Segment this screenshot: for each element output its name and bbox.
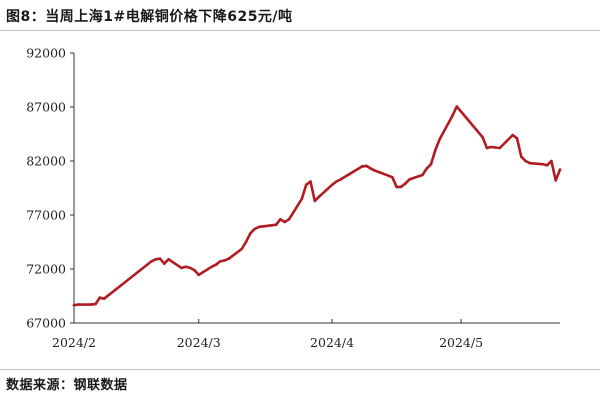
data-point: [94, 302, 97, 306]
data-point: [550, 159, 553, 163]
data-point: [287, 218, 291, 221]
data-point: [270, 224, 274, 227]
data-point: [489, 145, 493, 149]
data-point: [158, 257, 162, 261]
data-point: [309, 180, 312, 183]
data-point: [425, 167, 429, 170]
data-point: [304, 183, 308, 187]
data-point: [485, 146, 489, 150]
data-point: [421, 173, 424, 177]
data-point: [167, 258, 170, 261]
data-point: [180, 266, 183, 270]
data-point: [274, 223, 278, 226]
data-point: [455, 105, 459, 108]
data-point: [451, 114, 454, 117]
data-point: [98, 296, 102, 299]
data-point: [249, 232, 252, 235]
data-point: [330, 183, 334, 187]
data-point: [317, 195, 321, 198]
y-axis-ticks: 67000 72000 77000 82000 87000 92000: [26, 46, 74, 331]
data-point: [511, 133, 514, 137]
data-point: [369, 167, 373, 170]
data-point: [408, 178, 411, 181]
data-point: [360, 165, 364, 168]
data-point: [558, 168, 562, 171]
data-point: [545, 164, 549, 167]
data-point: [283, 220, 287, 224]
title-divider: [0, 30, 600, 31]
series-layer: [72, 105, 562, 307]
data-point: [554, 179, 557, 182]
data-point: [193, 268, 196, 272]
data-point: [365, 164, 368, 168]
data-point: [279, 218, 282, 221]
data-point: [524, 159, 527, 163]
x-tick-label: 2024/4: [310, 335, 354, 350]
data-point: [438, 138, 441, 141]
data-point: [373, 169, 377, 172]
data-point: [403, 182, 407, 185]
data-point: [335, 180, 338, 183]
data-point: [188, 266, 192, 270]
data-point: [150, 260, 153, 263]
chart-title: 图8：当周上海1#电解铜价格下降625元/吨: [6, 9, 293, 25]
data-point: [515, 137, 519, 140]
data-point: [257, 225, 261, 229]
source-divider: [0, 369, 600, 370]
data-point: [541, 162, 545, 166]
data-point: [481, 135, 484, 139]
data-point: [89, 303, 93, 306]
data-point: [240, 247, 243, 251]
data-point: [210, 265, 213, 269]
data-point: [391, 175, 394, 179]
data-point: [218, 260, 222, 263]
y-tick-label: 72000: [26, 262, 66, 277]
data-point: [244, 240, 248, 244]
x-tick-label: 2024/2: [52, 335, 96, 350]
data-point: [102, 297, 106, 301]
data-point: [494, 146, 497, 149]
data-point: [197, 273, 200, 277]
x-tick-label: 2024/3: [177, 335, 221, 350]
y-tick-label: 77000: [26, 208, 66, 223]
data-point: [498, 146, 502, 150]
data-source-note: 数据来源：钢联数据: [6, 378, 128, 393]
data-point: [399, 185, 403, 189]
y-tick-label: 67000: [26, 316, 66, 331]
y-tick-label: 87000: [26, 100, 66, 115]
data-point: [395, 185, 398, 189]
data-point: [154, 258, 157, 261]
data-point: [223, 259, 226, 262]
y-tick-label: 82000: [26, 154, 66, 169]
data-point: [520, 155, 523, 158]
data-point: [77, 303, 80, 306]
data-point: [313, 199, 317, 203]
data-point: [434, 148, 437, 152]
data-point: [339, 178, 343, 181]
data-point: [378, 171, 381, 174]
data-point: [227, 257, 231, 261]
data-point: [429, 162, 433, 166]
y-tick-label: 92000: [26, 46, 66, 61]
data-point: [300, 197, 304, 201]
data-point: [184, 265, 188, 269]
data-point: [253, 227, 256, 231]
x-axis-ticks: 2024/2 2024/3 2024/4 2024/5: [52, 319, 483, 350]
price-series-line: [72, 105, 562, 307]
data-point: [163, 262, 166, 265]
data-point: [72, 303, 76, 307]
data-point: [528, 161, 532, 165]
data-point: [214, 263, 218, 267]
x-tick-label: 2024/5: [439, 335, 483, 350]
